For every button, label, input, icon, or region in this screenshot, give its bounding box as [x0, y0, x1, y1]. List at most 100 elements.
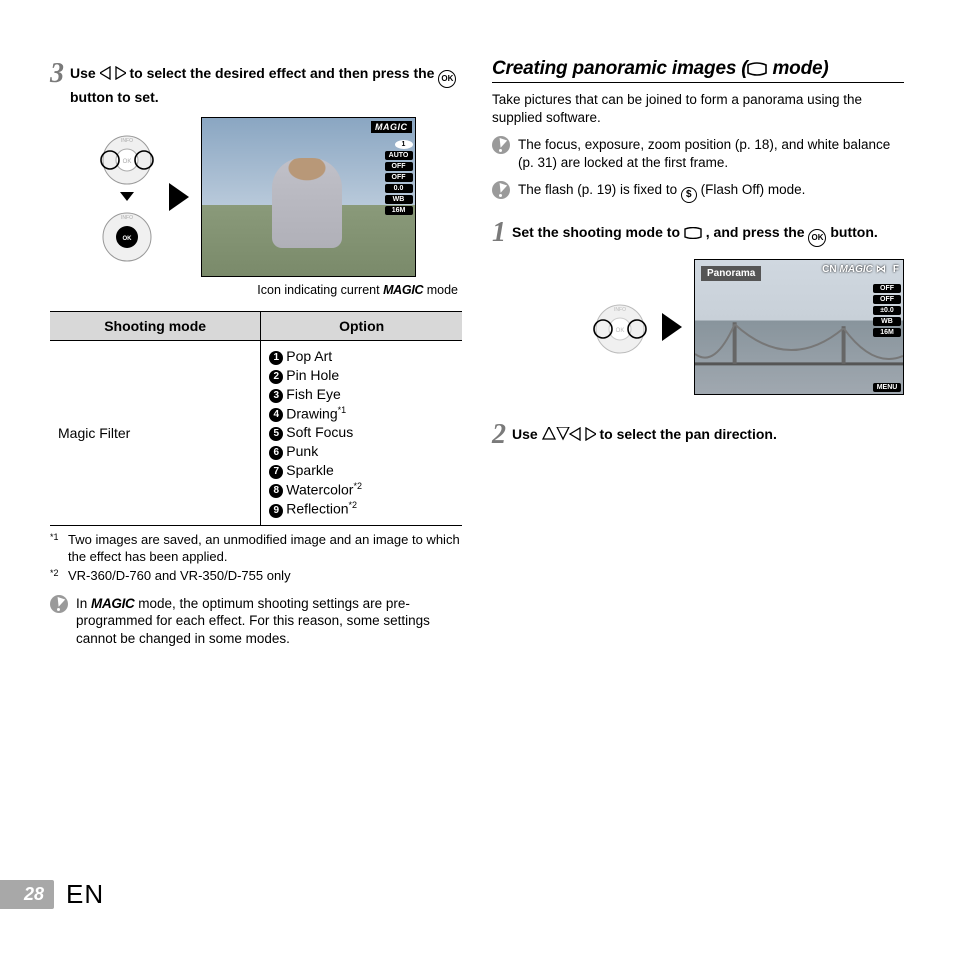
- note-text: In MAGIC mode, the optimum shooting sett…: [76, 595, 462, 648]
- step-1-number: 1: [492, 217, 506, 249]
- step-2-number: 2: [492, 419, 506, 451]
- i: CN: [822, 264, 836, 275]
- top-mode-icons: CN MAGIC ⋈ F: [822, 264, 899, 275]
- option-label: Fish Eye: [286, 386, 340, 402]
- t: Two images are saved, an unmodified imag…: [68, 532, 462, 566]
- option-item: 4Drawing*1: [269, 404, 454, 424]
- i: F: [893, 264, 899, 275]
- t: Creating panoramic images (: [492, 58, 747, 79]
- svg-text:INFO: INFO: [614, 307, 626, 313]
- caution-icon: [50, 595, 68, 613]
- option-item: 6Punk: [269, 442, 454, 461]
- ok-button-icon: OK: [438, 70, 456, 88]
- t: (Flash Off) mode.: [701, 182, 806, 197]
- t: Use: [70, 65, 100, 81]
- t: The flash (p. 19) is fixed to $ (Flash O…: [518, 181, 805, 203]
- osd: OFF: [385, 173, 413, 182]
- flash-off-icon: $: [681, 187, 697, 203]
- option-number-icon: 1: [269, 351, 283, 365]
- th-mode: Shooting mode: [50, 311, 261, 340]
- t: , and press the: [706, 224, 809, 240]
- magic-note: In MAGIC mode, the optimum shooting sett…: [50, 595, 462, 648]
- step-1-text: Set the shooting mode to , and press the…: [512, 217, 878, 247]
- osd: WB: [385, 195, 413, 204]
- osd: 1: [395, 140, 413, 149]
- down-arrow-icon: [120, 192, 134, 201]
- option-label: Watercolor: [286, 481, 353, 497]
- osd: 0.0: [385, 184, 413, 193]
- svg-text:INFO: INFO: [121, 215, 133, 221]
- option-item: 2Pin Hole: [269, 366, 454, 385]
- magic-word: MAGIC: [91, 596, 135, 611]
- t: to select the desired effect and then pr…: [129, 65, 438, 81]
- option-number-icon: 3: [269, 389, 283, 403]
- svg-text:OK: OK: [122, 159, 131, 165]
- option-item: 1Pop Art: [269, 347, 454, 366]
- panorama-icon: [747, 62, 767, 76]
- option-number-icon: 4: [269, 408, 283, 422]
- page-number: 28: [0, 880, 54, 909]
- table-header-row: Shooting mode Option: [50, 311, 462, 340]
- step-1-diagram: OK INFO Panorama CN MAGIC ⋈ F: [492, 259, 904, 395]
- panorama-icon: [684, 227, 702, 239]
- option-number-icon: 9: [269, 504, 283, 518]
- option-sup: *1: [338, 405, 347, 415]
- fn-mark: *2: [50, 568, 62, 585]
- option-label: Pin Hole: [286, 367, 339, 383]
- th-option: Option: [261, 311, 462, 340]
- t: to select the pan direction.: [599, 426, 776, 442]
- step-1: 1 Set the shooting mode to , and press t…: [492, 217, 904, 249]
- left-column: 3 Use to select the desired effect and t…: [50, 58, 462, 647]
- t: The flash (p. 19) is fixed to: [518, 182, 681, 197]
- right-arrow-icon: [662, 313, 682, 341]
- dial-stack: OKINFO OKINFO: [97, 130, 157, 263]
- option-label: Pop Art: [286, 348, 332, 364]
- table-row: Magic Filter 1Pop Art2Pin Hole3Fish Eye4…: [50, 340, 462, 525]
- option-item: 7Sparkle: [269, 461, 454, 480]
- svg-text:OK: OK: [616, 328, 625, 334]
- magic-badge: MAGIC: [371, 121, 412, 133]
- page-footer: 28 EN: [0, 879, 104, 910]
- osd: OFF: [385, 162, 413, 171]
- options-table: Shooting mode Option Magic Filter 1Pop A…: [50, 311, 462, 526]
- right-arrow-icon: [169, 183, 189, 211]
- control-dial-bottom: OK INFO: [97, 207, 157, 263]
- left-right-arrow-icon: [100, 66, 126, 80]
- osd-right: 1 AUTO OFF OFF 0.0 WB 16M: [385, 140, 413, 274]
- t: VR-360/D-760 and VR-350/D-755 only: [68, 568, 291, 585]
- option-number-icon: 6: [269, 446, 283, 460]
- option-number-icon: 8: [269, 484, 283, 498]
- i: MAGIC: [840, 264, 873, 275]
- osd: ±0.0: [873, 306, 901, 315]
- osd: OFF: [873, 295, 901, 304]
- svg-text:OK: OK: [122, 236, 132, 242]
- i: ⋈: [876, 264, 886, 275]
- step-3-diagram: OKINFO OKINFO MAGIC 1 AUTO OFF OFF 0.0: [50, 117, 462, 277]
- option-label: Drawing: [286, 405, 337, 421]
- footnotes: *1Two images are saved, an unmodified im…: [50, 532, 462, 585]
- control-dial: OK INFO: [590, 299, 650, 355]
- option-list: 1Pop Art2Pin Hole3Fish Eye4Drawing*15Sof…: [269, 347, 454, 519]
- option-number-icon: 2: [269, 370, 283, 384]
- language-code: EN: [66, 879, 104, 910]
- camera-lcd-panorama: Panorama CN MAGIC ⋈ F OFF OFF ±0.0 WB 16…: [694, 259, 904, 395]
- osd: 16M: [385, 206, 413, 215]
- step-2-text: Use to select the pan direction.: [512, 419, 777, 444]
- osd: WB: [873, 317, 901, 326]
- magic-word: MAGIC: [383, 283, 423, 297]
- camera-lcd-preview: MAGIC 1 AUTO OFF OFF 0.0 WB 16M: [201, 117, 416, 277]
- note-flash: The flash (p. 19) is fixed to $ (Flash O…: [492, 181, 904, 203]
- lcd-caption: Icon indicating current MAGIC mode: [50, 283, 462, 297]
- option-item: 5Soft Focus: [269, 423, 454, 442]
- t: In: [76, 596, 91, 611]
- osd: OFF: [873, 284, 901, 293]
- caution-icon: [492, 136, 510, 154]
- panorama-label: Panorama: [701, 266, 761, 281]
- footnote-1: *1Two images are saved, an unmodified im…: [50, 532, 462, 566]
- option-item: 8Watercolor*2: [269, 480, 454, 500]
- bridge-icon: [695, 314, 903, 384]
- control-dial-top: OKINFO: [97, 130, 157, 186]
- section-intro: Take pictures that can be joined to form…: [492, 91, 904, 126]
- t: mode): [767, 58, 828, 79]
- osd: AUTO: [385, 151, 413, 160]
